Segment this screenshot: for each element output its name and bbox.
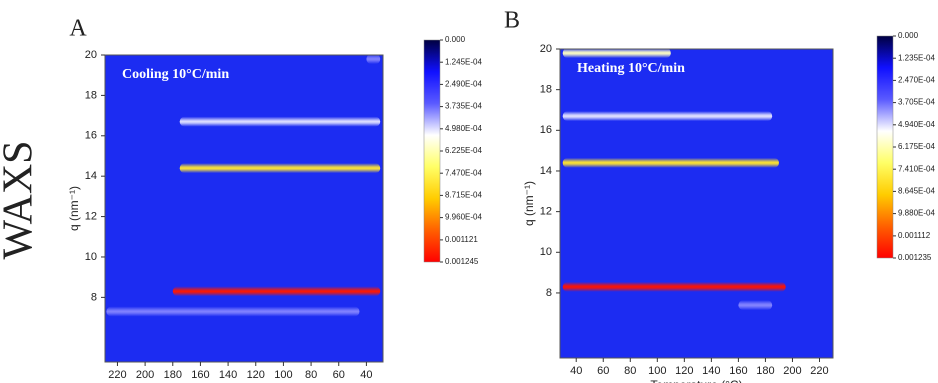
x-tick-label: 80: [624, 365, 636, 377]
peak-stripe: [366, 54, 381, 65]
peak-stripe: [738, 300, 773, 311]
colorbar-tick-label: 6.225E-04: [445, 146, 482, 155]
x-tick-label: 120: [675, 365, 693, 377]
y-tick-label: 8: [91, 291, 97, 303]
x-tick-label: 40: [360, 369, 372, 381]
colorbar: [423, 39, 441, 263]
panel-label: A: [69, 16, 87, 42]
colorbar-tick-label: 8.715E-04: [445, 191, 482, 200]
x-tick-label: 220: [108, 369, 126, 381]
peak-stripe: [106, 306, 360, 317]
y-tick-label: 12: [540, 206, 552, 218]
colorbar-tick-label: 0.001112: [898, 231, 931, 240]
x-tick-label: 100: [274, 369, 292, 381]
y-tick-label: 20: [85, 49, 97, 61]
y-tick-label: 12: [85, 210, 97, 222]
colorbar-tick-label: 2.470E-04: [898, 76, 935, 85]
y-axis-label: q (nm⁻¹): [67, 186, 81, 231]
x-tick-label: 160: [191, 369, 209, 381]
y-tick-label: 10: [85, 251, 97, 263]
peak-stripe: [562, 281, 786, 292]
colorbar-tick-label: 0.001235: [898, 253, 932, 262]
colorbar-tick-label: 8.645E-04: [898, 187, 935, 196]
y-tick-label: 16: [540, 124, 552, 136]
colorbar-tick-label: 4.980E-04: [445, 124, 482, 133]
colorbar-tick-label: 9.880E-04: [898, 209, 935, 218]
colorbar-tick-label: 9.960E-04: [445, 213, 482, 222]
x-tick-label: 200: [136, 369, 154, 381]
x-tick-label: 60: [597, 365, 609, 377]
y-axis-label: q (nm⁻¹): [522, 181, 536, 226]
x-tick-label: 180: [756, 365, 774, 377]
peak-stripe: [562, 157, 779, 168]
colorbar: [876, 35, 894, 259]
x-tick-label: 100: [648, 365, 666, 377]
x-tick-label: 80: [305, 369, 317, 381]
y-tick-label: 10: [540, 246, 552, 258]
colorbar-tick-label: 0.001121: [445, 235, 478, 244]
x-tick-label: 120: [247, 369, 265, 381]
x-tick-label: 40: [570, 365, 582, 377]
y-tick-label: 8: [546, 287, 552, 299]
annotation: Cooling 10°C/min: [122, 67, 229, 82]
peak-stripe: [179, 163, 381, 174]
x-tick-label: 200: [783, 365, 801, 377]
colorbar-tick-label: 7.470E-04: [445, 168, 482, 177]
y-tick-label: 20: [540, 43, 552, 55]
x-axis-label: Temperature (°C): [650, 378, 742, 383]
peak-stripe: [562, 48, 671, 59]
plot-frame: [559, 48, 834, 359]
colorbar-tick-label: 1.235E-04: [898, 53, 935, 62]
y-tick-label: 14: [85, 170, 97, 182]
colorbar-tick-label: 0.000: [445, 35, 466, 44]
colorbar-tick-label: 0.001245: [445, 257, 479, 266]
x-tick-label: 220: [810, 365, 828, 377]
plot-frame: [104, 54, 384, 363]
row-label: WAXS: [0, 140, 42, 259]
x-tick-label: 140: [702, 365, 720, 377]
panel-label: B: [504, 8, 520, 34]
colorbar-tick-label: 2.490E-04: [445, 80, 482, 89]
peak-stripe: [172, 286, 381, 297]
colorbar-tick-label: 4.940E-04: [898, 120, 935, 129]
y-tick-label: 18: [540, 84, 552, 96]
peak-stripe: [179, 116, 381, 127]
peak-stripe: [562, 111, 773, 122]
colorbar-tick-label: 6.175E-04: [898, 142, 935, 151]
colorbar-tick-label: 1.245E-04: [445, 57, 482, 66]
plot-area: [560, 49, 833, 358]
colorbar-tick-label: 3.735E-04: [445, 102, 482, 111]
colorbar-tick-label: 3.705E-04: [898, 98, 935, 107]
y-tick-label: 18: [85, 89, 97, 101]
colorbar-tick-label: 7.410E-04: [898, 164, 935, 173]
x-tick-label: 180: [164, 369, 182, 381]
y-tick-label: 16: [85, 130, 97, 142]
y-tick-label: 14: [540, 165, 552, 177]
colorbar-tick-label: 0.000: [898, 31, 919, 40]
x-tick-label: 60: [333, 369, 345, 381]
x-tick-label: 140: [219, 369, 237, 381]
annotation: Heating 10°C/min: [577, 61, 685, 76]
x-tick-label: 160: [729, 365, 747, 377]
